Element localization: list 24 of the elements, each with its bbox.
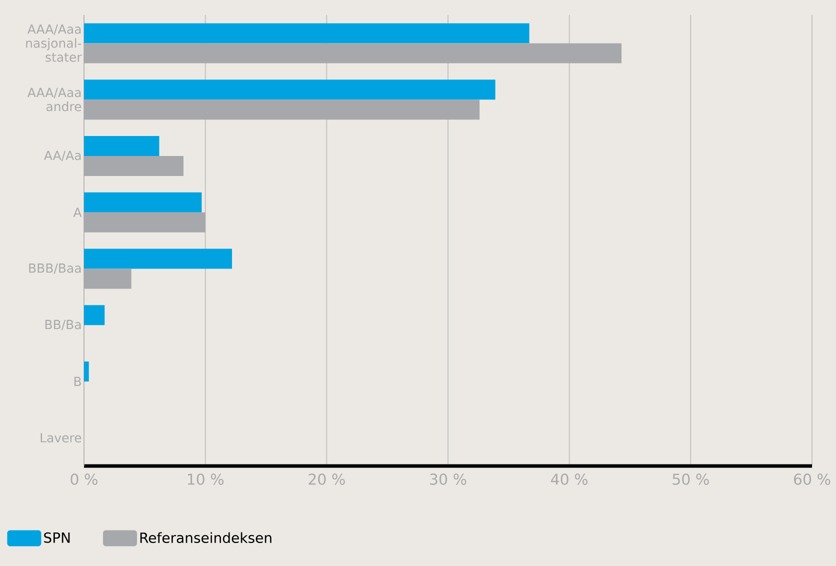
- x-tick-label: 60 %: [794, 474, 830, 485]
- bar: [84, 305, 105, 326]
- legend-label: SPN: [44, 532, 70, 543]
- y-tick-label: AAA/Aaa andre: [27, 88, 82, 112]
- y-tick-label: Lavere: [40, 433, 82, 442]
- x-tick-label: 50 %: [672, 474, 709, 485]
- bar: [84, 361, 89, 382]
- x-tick-label: 0 %: [70, 474, 98, 485]
- y-tick-label: A: [73, 208, 82, 217]
- bar: [84, 248, 232, 269]
- y-tick-label: BB/Ba: [45, 320, 81, 330]
- x-tick-label: 40 %: [551, 474, 588, 485]
- bar: [84, 80, 496, 100]
- bar: [84, 23, 530, 44]
- y-tick-label: B: [74, 376, 81, 386]
- bar: [84, 136, 160, 156]
- y-tick-label: AAA/Aaa nasjonal-stater: [26, 24, 82, 62]
- bar: [84, 192, 202, 212]
- x-tick-label: 30 %: [430, 474, 466, 485]
- y-tick-label: AA/Aa: [44, 150, 81, 162]
- y-tick-label: BBB/Baa: [29, 264, 81, 274]
- x-tick-label: 10 %: [188, 474, 224, 485]
- x-tick-label: 20 %: [308, 474, 345, 485]
- legend-label: Referanseindeksen: [140, 532, 272, 544]
